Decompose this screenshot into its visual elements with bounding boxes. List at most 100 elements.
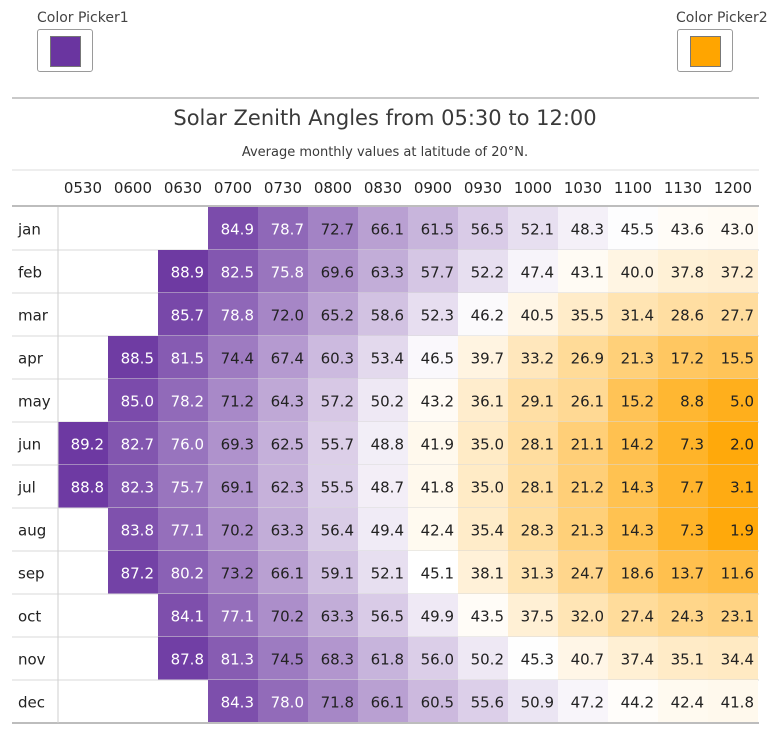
cell-value: 58.6 <box>371 307 404 325</box>
heatmap-cell <box>408 637 458 680</box>
cell-value: 85.7 <box>171 307 204 325</box>
heatmap-cell <box>658 207 708 250</box>
heatmap-cell <box>458 336 508 379</box>
heatmap-cell <box>358 422 408 465</box>
cell-value: 66.1 <box>271 565 304 583</box>
heatmap-cell <box>358 293 408 336</box>
column-label: 1200 <box>714 179 752 197</box>
cell-value: 50.9 <box>521 694 554 712</box>
color-picker-2: Color Picker2 <box>676 10 768 26</box>
cell-value: 56.4 <box>321 522 354 540</box>
cell-value: 34.4 <box>721 651 754 669</box>
heatmap-cell <box>708 594 758 637</box>
heatmap-cell <box>108 508 158 551</box>
cell-value: 84.9 <box>221 221 254 239</box>
cell-value: 87.2 <box>121 565 154 583</box>
heatmap-cell <box>108 379 158 422</box>
cell-value: 31.4 <box>621 307 654 325</box>
heatmap-cell <box>558 508 608 551</box>
cell-value: 35.4 <box>471 522 504 540</box>
heatmap-cell <box>308 207 358 250</box>
cell-value: 82.5 <box>221 264 254 282</box>
cell-value: 47.2 <box>571 694 604 712</box>
cell-value: 40.7 <box>571 651 604 669</box>
cell-value: 52.2 <box>471 264 504 282</box>
heatmap-cell <box>358 379 408 422</box>
cell-value: 78.2 <box>171 393 204 411</box>
cell-value: 66.1 <box>371 221 404 239</box>
cell-value: 69.6 <box>321 264 354 282</box>
cell-value: 33.2 <box>521 350 554 368</box>
cell-value: 59.1 <box>321 565 354 583</box>
heatmap-cell <box>258 293 308 336</box>
cell-value: 49.4 <box>371 522 404 540</box>
heatmap-cell <box>558 551 608 594</box>
cell-value: 82.7 <box>121 436 154 454</box>
heatmap-cell <box>608 379 658 422</box>
cell-value: 46.2 <box>471 307 504 325</box>
heatmap-cell <box>558 680 608 723</box>
color-picker-1-swatch <box>50 36 81 67</box>
heatmap-cell <box>608 637 658 680</box>
cell-value: 71.8 <box>321 694 354 712</box>
cell-value: 13.7 <box>671 565 704 583</box>
heatmap-cell <box>708 250 758 293</box>
cell-value: 88.5 <box>121 350 154 368</box>
heatmap-cell <box>458 250 508 293</box>
heatmap-cell <box>258 465 308 508</box>
cell-value: 61.8 <box>371 651 404 669</box>
cell-value: 43.2 <box>421 393 454 411</box>
heatmap-cell <box>608 422 658 465</box>
cell-value: 43.6 <box>671 221 704 239</box>
color-picker-2-button[interactable] <box>677 29 733 72</box>
heatmap-cell <box>258 551 308 594</box>
heatmap-cell <box>608 336 658 379</box>
cell-value: 83.8 <box>121 522 154 540</box>
column-label: 0530 <box>64 179 102 197</box>
heatmap-cell <box>208 336 258 379</box>
cell-value: 21.1 <box>571 436 604 454</box>
color-picker-1-button[interactable] <box>37 29 93 72</box>
cell-value: 18.6 <box>621 565 654 583</box>
row-label: dec <box>18 694 45 712</box>
cell-value: 89.2 <box>71 436 104 454</box>
heatmap-cell <box>358 680 408 723</box>
cell-value: 23.1 <box>721 608 754 626</box>
heatmap-cell <box>158 508 208 551</box>
cell-value: 14.3 <box>621 522 654 540</box>
heatmap-cell <box>508 594 558 637</box>
divider <box>12 97 759 99</box>
cell-value: 81.5 <box>171 350 204 368</box>
heatmap-cell <box>358 508 408 551</box>
cell-value: 60.5 <box>421 694 454 712</box>
column-label: 1100 <box>614 179 652 197</box>
row-label: aug <box>18 522 46 540</box>
heatmap-cell <box>458 680 508 723</box>
cell-value: 84.3 <box>221 694 254 712</box>
heatmap-cell <box>208 465 258 508</box>
cell-value: 28.1 <box>521 436 554 454</box>
cell-value: 70.2 <box>271 608 304 626</box>
row-label: sep <box>18 565 45 583</box>
heatmap-cell <box>458 293 508 336</box>
heatmap-cell <box>158 637 208 680</box>
column-label: 0800 <box>314 179 352 197</box>
heatmap-cell <box>708 293 758 336</box>
heatmap-cell <box>658 551 708 594</box>
cell-value: 50.2 <box>371 393 404 411</box>
cell-value: 39.7 <box>471 350 504 368</box>
cell-value: 45.5 <box>621 221 654 239</box>
row-label: jan <box>17 221 41 239</box>
cell-value: 35.0 <box>471 479 504 497</box>
cell-value: 57.7 <box>421 264 454 282</box>
column-label: 0600 <box>114 179 152 197</box>
cell-value: 78.7 <box>271 221 304 239</box>
heatmap-cell <box>458 379 508 422</box>
heatmap-cell <box>508 551 558 594</box>
row-label: nov <box>18 651 46 669</box>
heatmap-cell <box>508 379 558 422</box>
heatmap-cell <box>158 379 208 422</box>
cell-value: 21.2 <box>571 479 604 497</box>
heatmap-cell <box>508 293 558 336</box>
cell-value: 48.7 <box>371 479 404 497</box>
